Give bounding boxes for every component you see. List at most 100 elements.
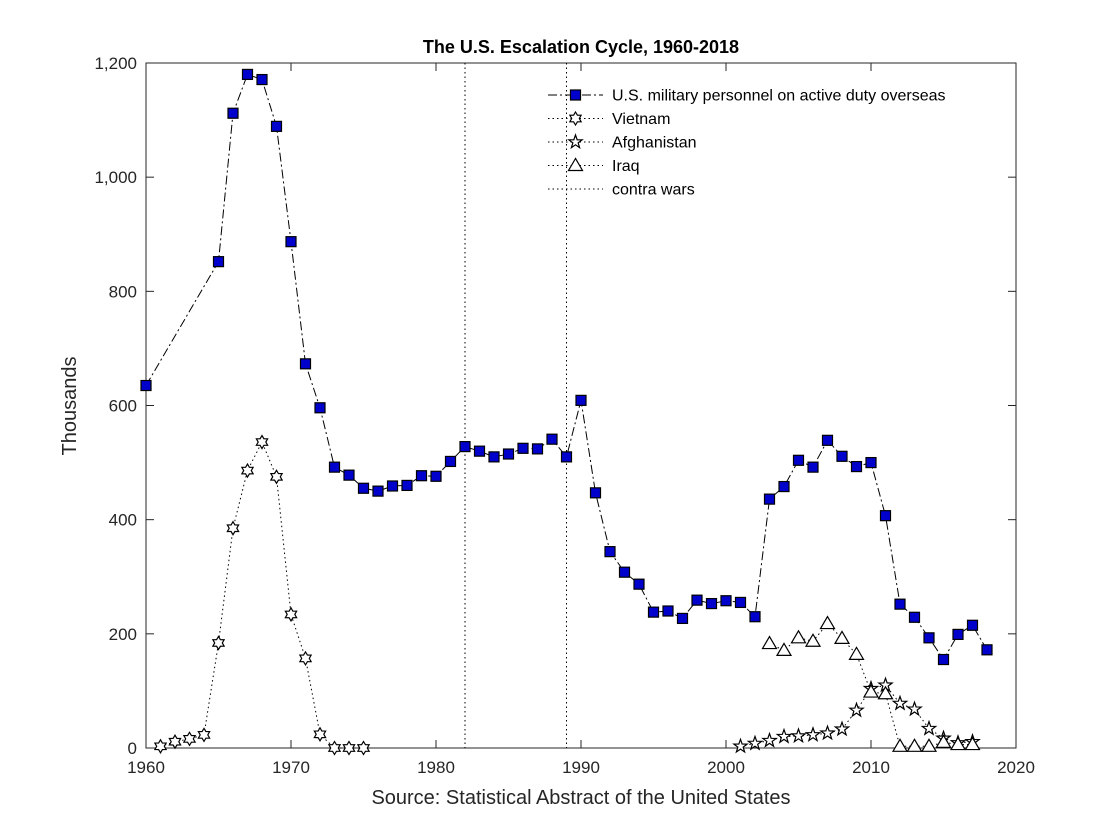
data-point-u-s-military-personnel-on-active-duty-overseas: [836, 450, 848, 462]
data-point-u-s-military-personnel-on-active-duty-overseas: [937, 653, 950, 666]
data-point-iraq: [964, 736, 981, 751]
series-iraq: [761, 615, 981, 752]
contra-wars-lines: [464, 63, 567, 748]
x-axis-label: Source: Statistical Abstract of the Unit…: [371, 787, 790, 809]
data-point-u-s-military-personnel-on-active-duty-overseas: [328, 461, 341, 473]
data-point-vietnam: [342, 740, 356, 756]
data-point-u-s-military-personnel-on-active-duty-overseas: [401, 479, 413, 492]
legend-item-u-s-military-personnel-on-active-duty-overseas: U.S. military personnel on active duty o…: [548, 88, 945, 105]
data-point-u-s-military-personnel-on-active-duty-overseas: [140, 379, 152, 392]
data-point-u-s-military-personnel-on-active-duty-overseas: [662, 605, 674, 617]
data-point-u-s-military-personnel-on-active-duty-overseas: [676, 612, 689, 625]
data-point-iraq: [848, 646, 865, 660]
data-point-u-s-military-personnel-on-active-duty-overseas: [270, 120, 283, 132]
x-tick-label: 1960: [127, 758, 165, 777]
data-point-u-s-military-personnel-on-active-duty-overseas: [517, 442, 529, 454]
data-point-iraq: [906, 738, 923, 752]
data-point-iraq: [949, 736, 967, 751]
data-point-afghanistan: [833, 720, 851, 737]
data-point-vietnam: [197, 727, 211, 743]
data-point-u-s-military-personnel-on-active-duty-overseas: [691, 594, 703, 606]
data-point-u-s-military-personnel-on-active-duty-overseas: [923, 632, 935, 644]
legend-label: Vietnam: [612, 111, 670, 128]
chart-title: The U.S. Escalation Cycle, 1960-2018: [423, 37, 739, 57]
legend-item-iraq: Iraq: [548, 157, 640, 175]
data-point-u-s-military-personnel-on-active-duty-overseas: [705, 597, 718, 610]
data-point-vietnam: [269, 469, 284, 485]
data-point-u-s-military-personnel-on-active-duty-overseas: [285, 236, 297, 248]
data-point-u-s-military-personnel-on-active-duty-overseas: [604, 546, 616, 558]
data-point-u-s-military-personnel-on-active-duty-overseas: [459, 441, 471, 453]
data-point-u-s-military-personnel-on-active-duty-overseas: [865, 456, 877, 469]
data-point-u-s-military-personnel-on-active-duty-overseas: [720, 595, 732, 607]
y-tick-label: 600: [109, 397, 137, 416]
data-point-iraq: [833, 630, 851, 645]
data-point-vietnam: [327, 740, 342, 756]
data-point-u-s-military-personnel-on-active-duty-overseas: [966, 619, 979, 631]
data-point-u-s-military-personnel-on-active-duty-overseas: [749, 611, 761, 623]
axis-ticks: 1960 1970 1980 1990 2000 2010 2020 0 200 400 600 80…: [94, 54, 1034, 777]
data-point-afghanistan: [804, 726, 822, 743]
data-point-u-s-military-personnel-on-active-duty-overseas: [763, 493, 776, 505]
legend-marker: [567, 133, 584, 150]
data-point-vietnam: [356, 740, 371, 756]
data-point-u-s-military-personnel-on-active-duty-overseas: [343, 469, 355, 481]
data-point-u-s-military-personnel-on-active-duty-overseas: [575, 394, 587, 406]
data-point-u-s-military-personnel-on-active-duty-overseas: [386, 480, 399, 492]
data-point-afghanistan: [819, 724, 836, 741]
data-point-u-s-military-personnel-on-active-duty-overseas: [314, 402, 326, 414]
data-point-afghanistan: [732, 737, 749, 754]
data-point-vietnam: [226, 520, 240, 536]
series-line-vietnam: [160, 440, 364, 749]
data-point-u-s-military-personnel-on-active-duty-overseas: [981, 644, 993, 656]
y-tick-label: 1,000: [94, 168, 137, 187]
data-point-u-s-military-personnel-on-active-duty-overseas: [212, 256, 225, 268]
data-point-u-s-military-personnel-on-active-duty-overseas: [415, 470, 428, 482]
data-point-u-s-military-personnel-on-active-duty-overseas: [807, 461, 819, 473]
data-point-u-s-military-personnel-on-active-duty-overseas: [488, 451, 500, 463]
data-point-iraq: [877, 685, 894, 700]
x-tick-label: 1990: [562, 758, 600, 777]
y-tick-label: 0: [128, 739, 137, 758]
data-point-u-s-military-personnel-on-active-duty-overseas: [546, 433, 558, 445]
series-u-s-military-personnel-on-active-duty-overseas: [140, 68, 993, 666]
data-point-u-s-military-personnel-on-active-duty-overseas: [430, 470, 442, 482]
data-point-iraq: [862, 683, 880, 698]
data-point-vietnam: [313, 726, 327, 742]
legend-item-vietnam: Vietnam: [548, 110, 670, 128]
legend-marker: [568, 110, 583, 127]
data-point-u-s-military-personnel-on-active-duty-overseas: [894, 598, 906, 610]
data-point-u-s-military-personnel-on-active-duty-overseas: [778, 480, 790, 493]
data-point-iraq: [804, 633, 822, 647]
data-point-afghanistan: [746, 734, 764, 751]
data-point-u-s-military-personnel-on-active-duty-overseas: [618, 566, 631, 578]
legend-label: Afghanistan: [612, 135, 697, 152]
legend-label: Iraq: [612, 158, 640, 175]
x-tick-label: 2000: [707, 758, 745, 777]
data-point-u-s-military-personnel-on-active-duty-overseas: [821, 434, 834, 446]
data-point-u-s-military-personnel-on-active-duty-overseas: [589, 487, 602, 499]
data-point-u-s-military-personnel-on-active-duty-overseas: [879, 510, 892, 522]
data-point-u-s-military-personnel-on-active-duty-overseas: [473, 445, 486, 457]
data-point-vietnam: [182, 731, 197, 747]
data-point-afghanistan: [790, 727, 807, 744]
data-point-afghanistan: [891, 694, 909, 711]
data-point-u-s-military-personnel-on-active-duty-overseas: [227, 107, 239, 119]
data-point-iraq: [935, 734, 952, 748]
data-point-iraq: [891, 738, 909, 752]
data-point-afghanistan: [848, 701, 865, 718]
data-point-vietnam: [240, 462, 255, 479]
data-point-u-s-military-personnel-on-active-duty-overseas: [502, 448, 515, 460]
data-point-u-s-military-personnel-on-active-duty-overseas: [952, 628, 964, 641]
data-point-u-s-military-personnel-on-active-duty-overseas: [560, 451, 573, 463]
data-point-afghanistan: [761, 731, 778, 748]
data-point-iraq: [920, 738, 938, 752]
legend-marker: [569, 89, 582, 101]
data-point-u-s-military-personnel-on-active-duty-overseas: [372, 485, 384, 497]
data-point-vietnam: [168, 734, 182, 750]
data-point-afghanistan: [775, 727, 793, 744]
data-point-u-s-military-personnel-on-active-duty-overseas: [792, 454, 805, 466]
data-point-u-s-military-personnel-on-active-duty-overseas: [647, 606, 660, 618]
